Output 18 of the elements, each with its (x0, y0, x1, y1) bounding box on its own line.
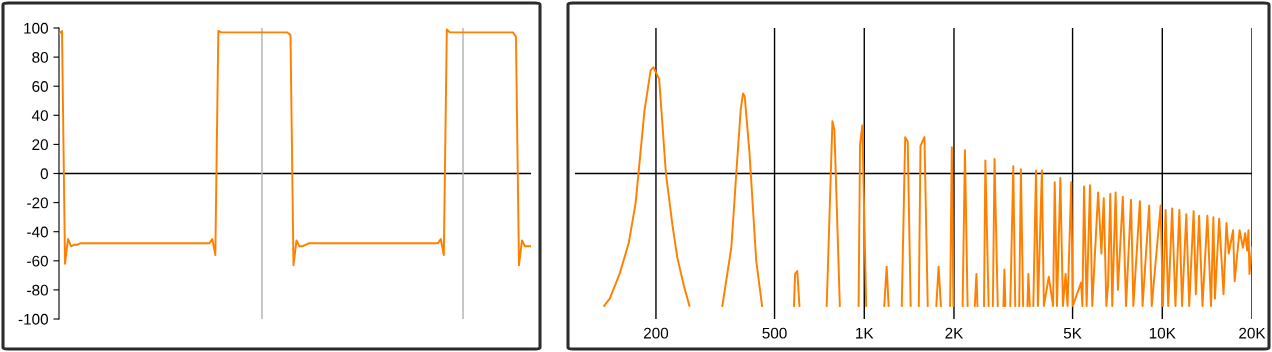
y-tick-label: -80 (27, 284, 48, 296)
x-tick-label: 2K (945, 327, 964, 339)
y-tick-label: -20 (27, 197, 48, 209)
y-tick-label: 20 (32, 139, 48, 151)
x-tick-label: 500 (762, 327, 787, 339)
x-tick-label: 5K (1063, 327, 1082, 339)
x-tick-label: 200 (643, 327, 669, 339)
x-tick-label: 10K (1149, 327, 1176, 339)
y-tick-label: -60 (27, 255, 48, 267)
y-tick-label: -40 (27, 226, 48, 238)
y-tick-label: 60 (32, 81, 48, 92)
x-tick-label: 20K (1239, 327, 1266, 339)
x-tick-label: 1K (856, 327, 874, 339)
y-tick-label: 0 (40, 168, 48, 180)
y-tick-label: 80 (32, 51, 48, 63)
y-tick-label: -100 (18, 313, 48, 325)
y-tick-label: 100 (24, 22, 48, 34)
y-tick-label: 40 (31, 110, 48, 121)
